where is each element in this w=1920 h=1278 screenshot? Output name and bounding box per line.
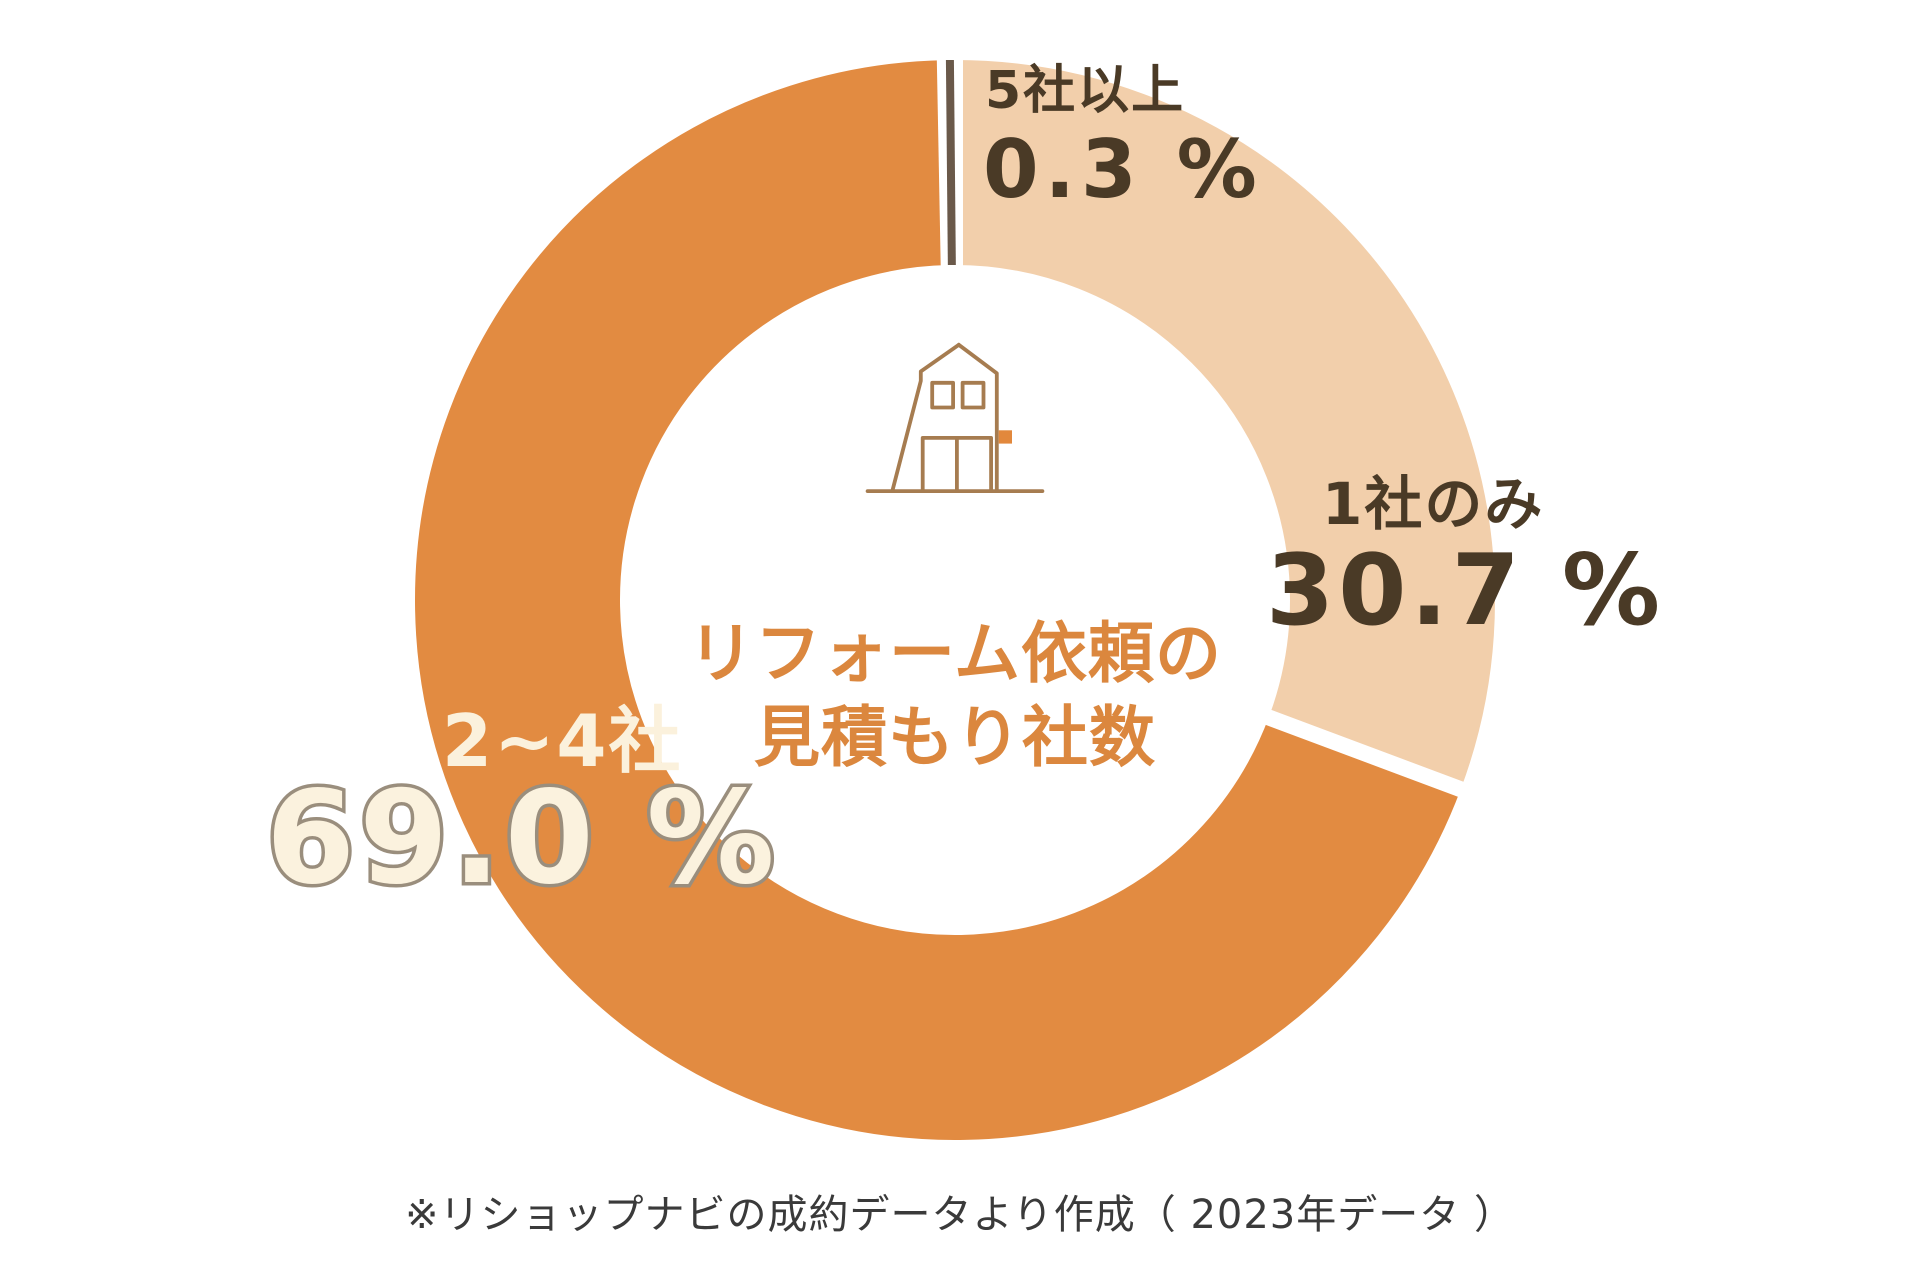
segment-value-two-four: 69.0 % 69.0 %: [263, 764, 1920, 913]
source-note: ※リショップナビの成約データより作成（ 2023年データ ）: [405, 1192, 1515, 1238]
house-lamp-accent: [998, 430, 1012, 444]
segment-value-five-plus: 0.3 %: [983, 123, 1263, 216]
segment-label-two-four: 2~4社: [442, 699, 683, 783]
house-icon: [860, 328, 1050, 506]
chart-center-title: リフォーム依頼の 見積もり社数: [505, 612, 1405, 781]
segment-value-two-four-outline: 69.0 %: [263, 764, 779, 913]
chart-title-line1: リフォーム依頼の: [687, 615, 1223, 692]
segment-label-five-plus: 5社以上: [985, 61, 1186, 121]
segment-label-one-only: 1社のみ: [1322, 470, 1545, 538]
donut-sliver-2: [945, 59, 956, 266]
segment-separator-1: [1252, 705, 1479, 803]
segment-value-one-only: 30.7 %: [1266, 534, 1665, 648]
segment-value-two-four-fill: 69.0 %: [263, 764, 779, 913]
chart-title-line2: 見積もり社数: [754, 699, 1156, 777]
